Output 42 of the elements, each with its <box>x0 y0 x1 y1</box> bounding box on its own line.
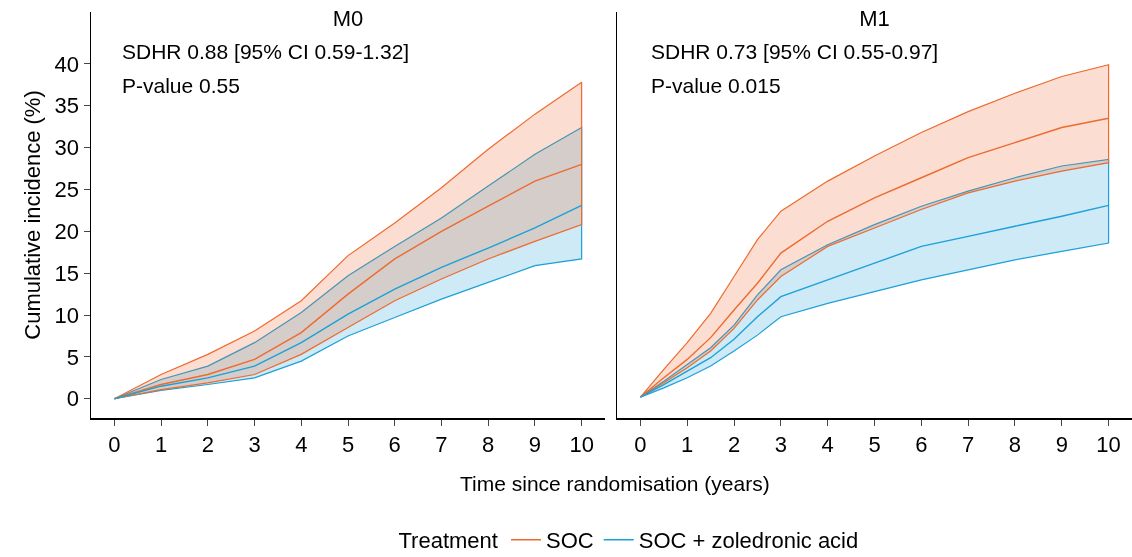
legend-label: SOC + zoledronic acid <box>638 528 859 554</box>
x-tick-label: 0 <box>634 431 647 457</box>
x-tick-label: 10 <box>569 431 594 457</box>
x-tick-label: 6 <box>388 431 401 457</box>
annotation: SDHR 0.73 [95% CI 0.55-0.97] <box>651 40 939 63</box>
x-tick-label: 0 <box>108 431 121 457</box>
y-tick-label: 20 <box>54 219 80 245</box>
chart-title: M0 <box>332 5 364 31</box>
y-tick-label: 35 <box>54 93 80 119</box>
x-tick-label: 2 <box>201 431 214 457</box>
y-tick-label: 30 <box>54 135 80 161</box>
x-tick-label: 3 <box>774 431 787 457</box>
x-tick-label: 3 <box>248 431 261 457</box>
y-tick-label: 0 <box>66 386 80 412</box>
x-tick-label: 6 <box>915 431 928 457</box>
x-tick-label: 7 <box>435 431 448 457</box>
x-tick-label: 2 <box>727 431 741 457</box>
x-tick-label: 10 <box>1096 431 1121 457</box>
x-tick-label: 4 <box>821 431 834 457</box>
x-tick-label: 1 <box>681 431 694 457</box>
x-tick-label: 9 <box>1055 431 1068 457</box>
x-tick-label: 8 <box>1008 431 1022 457</box>
y-tick-label: 5 <box>66 344 80 370</box>
chart-title: M1 <box>859 5 890 31</box>
annotation: SDHR 0.88 [95% CI 0.59-1.32] <box>122 40 410 63</box>
y-tick-label: 25 <box>54 177 80 203</box>
legend-label: SOC <box>545 528 594 554</box>
x-axis-title: Time since randomisation (years) <box>460 472 770 495</box>
x-tick-label: 1 <box>154 431 168 457</box>
x-tick-label: 4 <box>295 431 308 457</box>
y-tick-label: 15 <box>54 260 80 286</box>
x-tick-label: 5 <box>341 431 355 457</box>
x-tick-label: 5 <box>868 431 881 457</box>
x-tick-label: 8 <box>482 431 495 457</box>
x-tick-label: 7 <box>962 431 975 457</box>
annotation: P-value 0.55 <box>122 74 240 97</box>
annotation: P-value 0.015 <box>651 74 781 97</box>
y-tick-label: 10 <box>54 302 80 328</box>
x-tick-label: 9 <box>528 431 542 457</box>
legend-title: Treatment <box>398 527 498 553</box>
y-axis-title: Cumulative incidence (%) <box>19 90 45 340</box>
y-tick-label: 40 <box>54 51 80 77</box>
